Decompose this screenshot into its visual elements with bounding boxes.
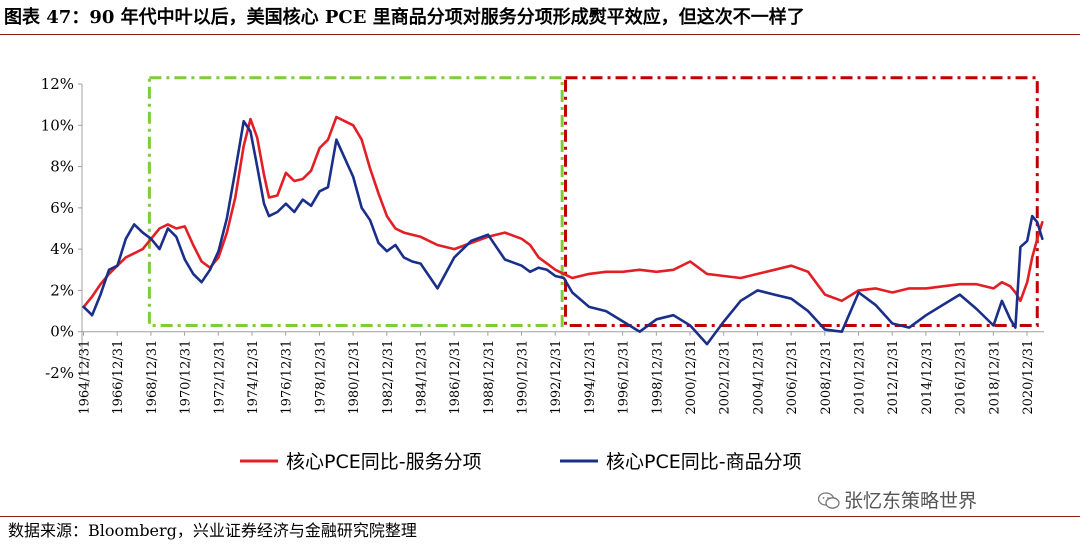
x-tick-label: 2012/12/31 xyxy=(886,340,901,415)
x-tick-label: 1982/12/31 xyxy=(381,340,396,415)
series-group xyxy=(82,115,1044,346)
y-tick-label: 2% xyxy=(50,281,74,299)
x-tick-label: 1996/12/31 xyxy=(617,340,632,415)
highlight-box-red xyxy=(564,76,1039,328)
x-tick-label: 1970/12/31 xyxy=(179,340,194,415)
wechat-icon xyxy=(818,492,840,509)
x-tick-label: 2008/12/31 xyxy=(819,340,834,415)
footer-divider xyxy=(0,516,1080,517)
x-axis: 1964/12/31 1966/12/31 1968/12/31 1970/12/31… xyxy=(78,331,1044,415)
x-tick-label: 2018/12/31 xyxy=(987,340,1002,415)
highlight-box-green xyxy=(147,76,564,328)
page-title: 图表 47：90 年代中叶以后，美国核心 PCE 里商品分项对服务分项形成熨平效… xyxy=(4,7,805,28)
legend-label-goods: 核心PCE同比-商品分项 xyxy=(606,451,802,473)
series-line-goods xyxy=(82,119,1044,346)
x-tick-label: 1976/12/31 xyxy=(280,340,295,415)
x-tick-label: 1972/12/31 xyxy=(212,340,227,415)
x-tick-label: 2010/12/31 xyxy=(853,340,868,415)
x-tick-label: 1986/12/31 xyxy=(448,340,463,415)
x-tick-label: 2006/12/31 xyxy=(785,340,800,415)
legend: 核心PCE同比-服务分项 核心PCE同比-商品分项 xyxy=(240,451,802,473)
x-tick-label: 2002/12/31 xyxy=(718,340,733,415)
x-tick-label: 1990/12/31 xyxy=(516,340,531,415)
x-tick-label: 2000/12/31 xyxy=(684,340,699,415)
x-tick-label: 1978/12/31 xyxy=(313,340,328,415)
x-tick-label: 1964/12/31 xyxy=(78,340,93,415)
y-tick-label: 4% xyxy=(50,240,74,258)
x-tick-label: 2020/12/31 xyxy=(1021,340,1036,415)
x-tick-label: 2014/12/31 xyxy=(920,340,935,415)
x-tick-label: 1980/12/31 xyxy=(347,340,362,415)
y-tick-label: 0% xyxy=(50,323,74,341)
watermark: 张忆东策略世界 xyxy=(818,486,977,513)
x-tick-label: 1974/12/31 xyxy=(246,340,261,415)
y-tick-label: -2% xyxy=(45,364,74,382)
series-line-services xyxy=(82,115,1044,309)
watermark-text: 张忆东策略世界 xyxy=(844,490,978,512)
x-tick-label: 2004/12/31 xyxy=(751,340,766,415)
source-note: 数据来源：Bloomberg，兴业证券经济与金融研究院整理 xyxy=(8,521,417,540)
x-tick-label: 1992/12/31 xyxy=(549,340,564,415)
y-tick-label: 6% xyxy=(50,199,74,217)
y-tick-label: 10% xyxy=(41,116,74,134)
x-tick-label: 1984/12/31 xyxy=(414,340,429,415)
legend-label-services: 核心PCE同比-服务分项 xyxy=(286,451,482,473)
x-tick-label: 1966/12/31 xyxy=(111,340,126,415)
y-axis: -2% 0% 2% 4% 6% 8% 10% 12% xyxy=(41,75,83,382)
highlight-boxes xyxy=(147,76,1039,328)
x-tick-label: 1968/12/31 xyxy=(145,340,160,415)
line-chart: -2% 0% 2% 4% 6% 8% 10% 12% 1964/12/31 1966/12/31… xyxy=(41,75,1044,473)
x-tick-label: 1988/12/31 xyxy=(482,340,497,415)
y-tick-label: 8% xyxy=(50,158,74,176)
title-divider xyxy=(0,34,1080,35)
x-tick-label: 2016/12/31 xyxy=(954,340,969,415)
x-tick-label: 1994/12/31 xyxy=(583,340,598,415)
x-tick-label: 1998/12/31 xyxy=(650,340,665,415)
y-tick-label: 12% xyxy=(41,75,74,93)
